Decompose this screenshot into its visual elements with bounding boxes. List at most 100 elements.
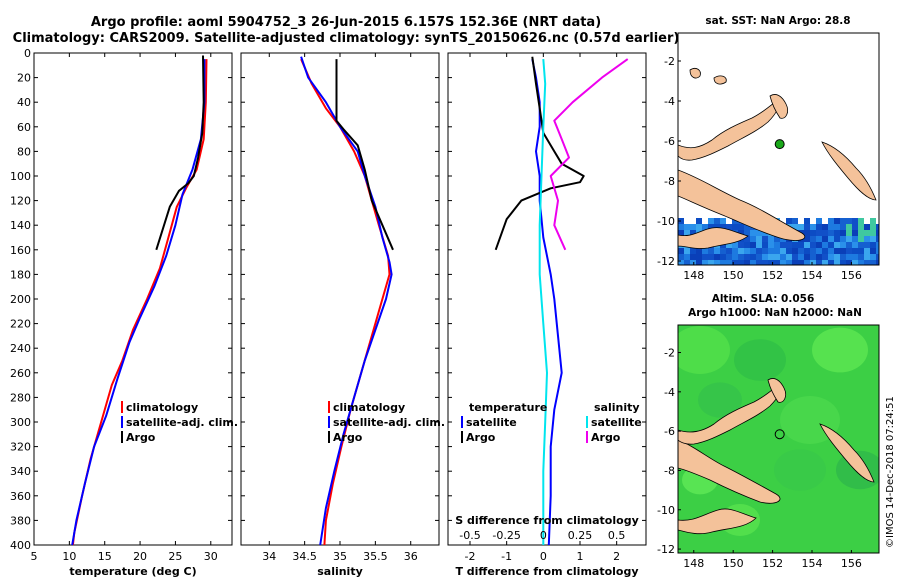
sst-land-new-ireland	[769, 94, 788, 119]
sst-pixel	[786, 254, 792, 260]
imos-credit: ©IMOS 14-Dec-2018 07:24:51	[885, 396, 896, 548]
sst-pixel	[750, 242, 756, 248]
sst-pixel	[804, 236, 810, 242]
sst-pixel	[858, 254, 864, 260]
sst-pixel	[780, 242, 786, 248]
diff-top-tick-label: 0.25	[568, 529, 593, 542]
sst-pixel	[846, 230, 852, 236]
sst-pixel	[690, 248, 696, 254]
sal-legend-label-argo: Argo	[333, 431, 363, 444]
sst-pixel	[780, 254, 786, 260]
depth-tick-label: 80	[17, 145, 31, 158]
difference-legend: temperature satellite Argo salinity sate…	[461, 401, 642, 444]
sal-legend-label-climatology: climatology	[333, 401, 405, 414]
sst-pixel	[828, 236, 834, 242]
title-line-1: Argo profile: aoml 5904752_3 26-Jun-2015…	[91, 15, 601, 30]
sst-pixel	[792, 224, 798, 230]
sst-pixel	[714, 218, 720, 224]
depth-tick-label: 40	[17, 96, 31, 109]
difference-top-ticks: -0.5 -0.25 0 0.25 0.5	[459, 529, 625, 542]
sst-pixel	[816, 236, 822, 242]
sst-pixel	[792, 254, 798, 260]
sst-pixel	[858, 230, 864, 236]
sst-pixel	[756, 260, 762, 265]
sla-patch	[812, 327, 868, 373]
sst-pixel	[792, 242, 798, 248]
sst-pixel	[846, 242, 852, 248]
sst-pixel	[738, 242, 744, 248]
sst-pixel	[732, 224, 738, 230]
sst-pixel	[744, 248, 750, 254]
salinity-lines	[300, 56, 394, 546]
diff-top-tick-label: -0.5	[459, 529, 480, 542]
sla-xtick-label: 154	[802, 557, 823, 570]
sst-pixel	[762, 254, 768, 260]
sst-pixel	[744, 242, 750, 248]
diff-series-s-satellite	[538, 59, 548, 545]
legend-label-climatology: climatology	[126, 401, 198, 414]
sst-pixel	[684, 230, 690, 236]
sla-land-new-britain-south	[678, 439, 781, 504]
sst-pixel	[858, 248, 864, 254]
sst-pixel	[846, 260, 852, 265]
sst-pixel	[816, 260, 822, 265]
sst-pixel	[786, 242, 792, 248]
sst-pixel	[846, 236, 852, 242]
sst-pixel	[726, 242, 732, 248]
sst-pixel	[708, 260, 714, 265]
sst-pixel	[864, 230, 870, 236]
sst-pixel	[870, 230, 876, 236]
depth-tick-label: 120	[10, 195, 31, 208]
sst-pixel	[822, 224, 828, 230]
sst-pixel	[756, 254, 762, 260]
sst-pixel	[768, 242, 774, 248]
sst-pixel	[858, 236, 864, 242]
depth-tick-label: 380	[10, 514, 31, 527]
difference-axes-frame	[447, 52, 647, 546]
sst-pixel	[816, 230, 822, 236]
sst-pixel	[756, 248, 762, 254]
depth-tick-label: 60	[17, 121, 31, 134]
difference-xlabel: T difference from climatology	[455, 565, 638, 578]
sst-pixel	[732, 242, 738, 248]
salinity-depth-ticks	[241, 52, 439, 546]
sst-pixel	[810, 260, 816, 265]
sst-pixel	[828, 254, 834, 260]
sst-pixel	[846, 254, 852, 260]
sal-series-argo	[335, 59, 394, 251]
sst-pixel	[828, 248, 834, 254]
sst-pixel	[726, 254, 732, 260]
sst-map-title: sat. SST: NaN Argo: 28.8	[705, 15, 850, 27]
depth-tick-label: 360	[10, 490, 31, 503]
sst-pixel	[744, 224, 750, 230]
sst-pixel	[804, 254, 810, 260]
sst-pixel	[696, 260, 702, 265]
sst-pixel	[828, 260, 834, 265]
sst-pixel	[738, 260, 744, 265]
sst-pixel	[678, 254, 684, 260]
sst-ytick-label: -2	[664, 55, 675, 68]
sst-map-ticks: 148 150 152 154 156 -2 -4 -6 -8 -10 -12	[657, 55, 862, 282]
depth-tick-label: 220	[10, 318, 31, 331]
sst-ytick-label: -8	[664, 175, 675, 188]
sst-pixel	[762, 236, 768, 242]
sst-pixel	[816, 242, 822, 248]
sst-pixel	[678, 260, 684, 265]
sst-pixel	[762, 260, 768, 265]
temp-xtick-label: 5	[31, 550, 38, 563]
temperature-lines	[71, 55, 208, 546]
sst-pixel	[840, 260, 846, 265]
sst-pixel	[714, 248, 720, 254]
sst-pixel	[840, 224, 846, 230]
sst-pixel	[816, 224, 822, 230]
sst-pixel	[864, 224, 870, 230]
sst-pixel	[870, 260, 876, 265]
sst-pixel	[720, 224, 726, 230]
sst-pixel	[792, 248, 798, 254]
salinity-xlabel: salinity	[317, 565, 363, 578]
sst-land-islets	[689, 68, 727, 85]
sst-pixel	[846, 218, 852, 224]
sst-pixel	[678, 248, 684, 254]
sst-pixel	[714, 260, 720, 265]
